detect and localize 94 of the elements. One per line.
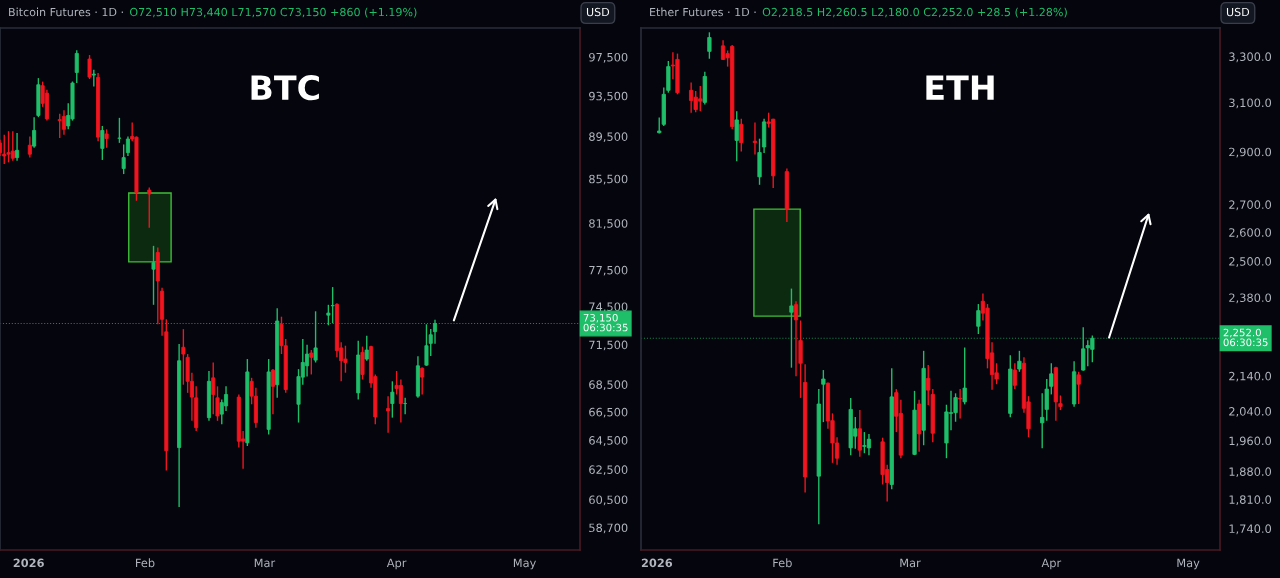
annotation: BTC <box>251 75 319 101</box>
candlestick <box>976 303 981 335</box>
candlestick <box>866 433 872 456</box>
candlestick <box>793 300 799 377</box>
candlestick <box>1017 350 1022 373</box>
candlestick <box>857 409 862 458</box>
y-tick-label: 3,300.0 <box>1229 52 1272 63</box>
candlestick <box>32 116 37 149</box>
y-tick-label: 2,040.0 <box>1229 407 1272 417</box>
y-tick-label: 71,500 <box>589 340 628 351</box>
candlestick <box>689 81 694 114</box>
candlestick <box>420 366 425 396</box>
candlestick <box>147 186 152 229</box>
x-tick-label: May <box>1177 558 1200 570</box>
candlestick <box>6 130 11 164</box>
candlestick <box>305 343 310 378</box>
candlestick <box>734 110 739 162</box>
y-tick-label: 62,500 <box>589 465 628 476</box>
candlestick <box>962 346 967 406</box>
y-tick-label: 60,500 <box>589 495 628 506</box>
candlestick <box>1012 362 1017 390</box>
text: USD <box>1226 7 1250 17</box>
y-tick-label: 58,700 <box>589 523 628 534</box>
text: USD <box>586 7 610 17</box>
x-tick-label: 2026 <box>641 558 673 568</box>
x-tick-label: Apr <box>386 558 407 570</box>
y-tick-label: 2,600.0 <box>1229 228 1272 238</box>
y-tick-label: 2,900.0 <box>1229 147 1272 158</box>
y-tick-label: 1,880.0 <box>1229 467 1272 478</box>
text: 06:30:35 <box>583 323 628 332</box>
y-tick-label: 68,500 <box>589 380 628 391</box>
x-tick-label: 2026 <box>13 558 44 568</box>
candlestick <box>862 431 867 454</box>
y-tick-label: 1,960.0 <box>1229 436 1272 447</box>
candlestick <box>91 69 96 88</box>
y-tick-label: 74,500 <box>589 302 628 313</box>
chart-subtitle: O72,510 H73,440 L71,570 C73,150 +860 (+1.19%) <box>130 7 417 18</box>
x-tick-label: Apr <box>1041 558 1062 570</box>
candlestick <box>61 109 66 136</box>
ref-line-label: 2,252.0 <box>1223 328 1261 338</box>
candlestick <box>10 130 15 162</box>
ref-line-label: 73,150 <box>583 313 618 323</box>
y-tick-label: 1,740.0 <box>1229 524 1272 535</box>
candlestick <box>15 132 20 162</box>
candlestick <box>27 135 32 159</box>
x-tick-label: Feb <box>136 558 155 568</box>
candlestick <box>364 335 369 362</box>
y-tick-label: 97,500 <box>589 52 628 63</box>
candlestick <box>121 143 126 175</box>
candlestick <box>100 125 105 161</box>
candlestick <box>386 395 391 434</box>
candlestick <box>739 118 744 153</box>
y-tick-label: 64,500 <box>589 436 628 446</box>
candlestick <box>224 385 229 412</box>
x-tick-label: Mar <box>254 558 276 568</box>
chart-title: Ether Futures · 1D · <box>650 7 756 17</box>
candlestick <box>309 349 314 376</box>
candlestick <box>821 369 826 423</box>
y-tick-label: 93,500 <box>589 91 628 102</box>
candlestick <box>1049 362 1054 396</box>
candlestick <box>330 286 335 324</box>
y-tick-label: 77,500 <box>589 265 628 276</box>
annotation: ETH <box>926 75 994 100</box>
candlestick <box>270 368 275 415</box>
x-tick-label: Feb <box>773 558 792 568</box>
candlestick <box>125 135 130 157</box>
candlestick <box>57 113 62 139</box>
chart-title: Bitcoin Futures · 1D · <box>9 7 123 17</box>
y-tick-label: 85,500 <box>589 174 628 185</box>
candlestick <box>666 60 671 94</box>
y-tick-label: 3,100.0 <box>1229 98 1272 109</box>
y-tick-label: 2,500.0 <box>1229 257 1272 267</box>
y-tick-label: 2,140.0 <box>1229 371 1272 382</box>
candlestick <box>87 54 92 80</box>
y-tick-label: 1,810.0 <box>1229 495 1272 506</box>
y-tick-label: 66,500 <box>589 407 628 418</box>
candlestick <box>104 128 109 149</box>
x-tick-label: May <box>513 558 536 570</box>
chart-subtitle: O2,218.5 H2,260.5 L2,180.0 C2,252.0 +28.5 (+1.28%) <box>762 7 1067 18</box>
y-tick-label: 89,500 <box>589 132 628 143</box>
x-tick-label: Mar <box>900 558 921 568</box>
y-tick-label: 2,700.0 <box>1229 200 1272 211</box>
candlestick <box>707 31 712 60</box>
text: 06:30:35 <box>1223 338 1268 347</box>
candlestick <box>117 117 122 144</box>
candlestick <box>958 388 963 420</box>
candlestick <box>1076 371 1081 405</box>
candlestick <box>398 378 403 424</box>
y-tick-label: 81,500 <box>589 219 628 229</box>
y-tick-label: 2,380.0 <box>1229 293 1272 304</box>
candlestick <box>390 380 395 419</box>
candlestick <box>360 345 365 381</box>
candlestick <box>211 361 216 415</box>
candlestick <box>151 245 156 306</box>
